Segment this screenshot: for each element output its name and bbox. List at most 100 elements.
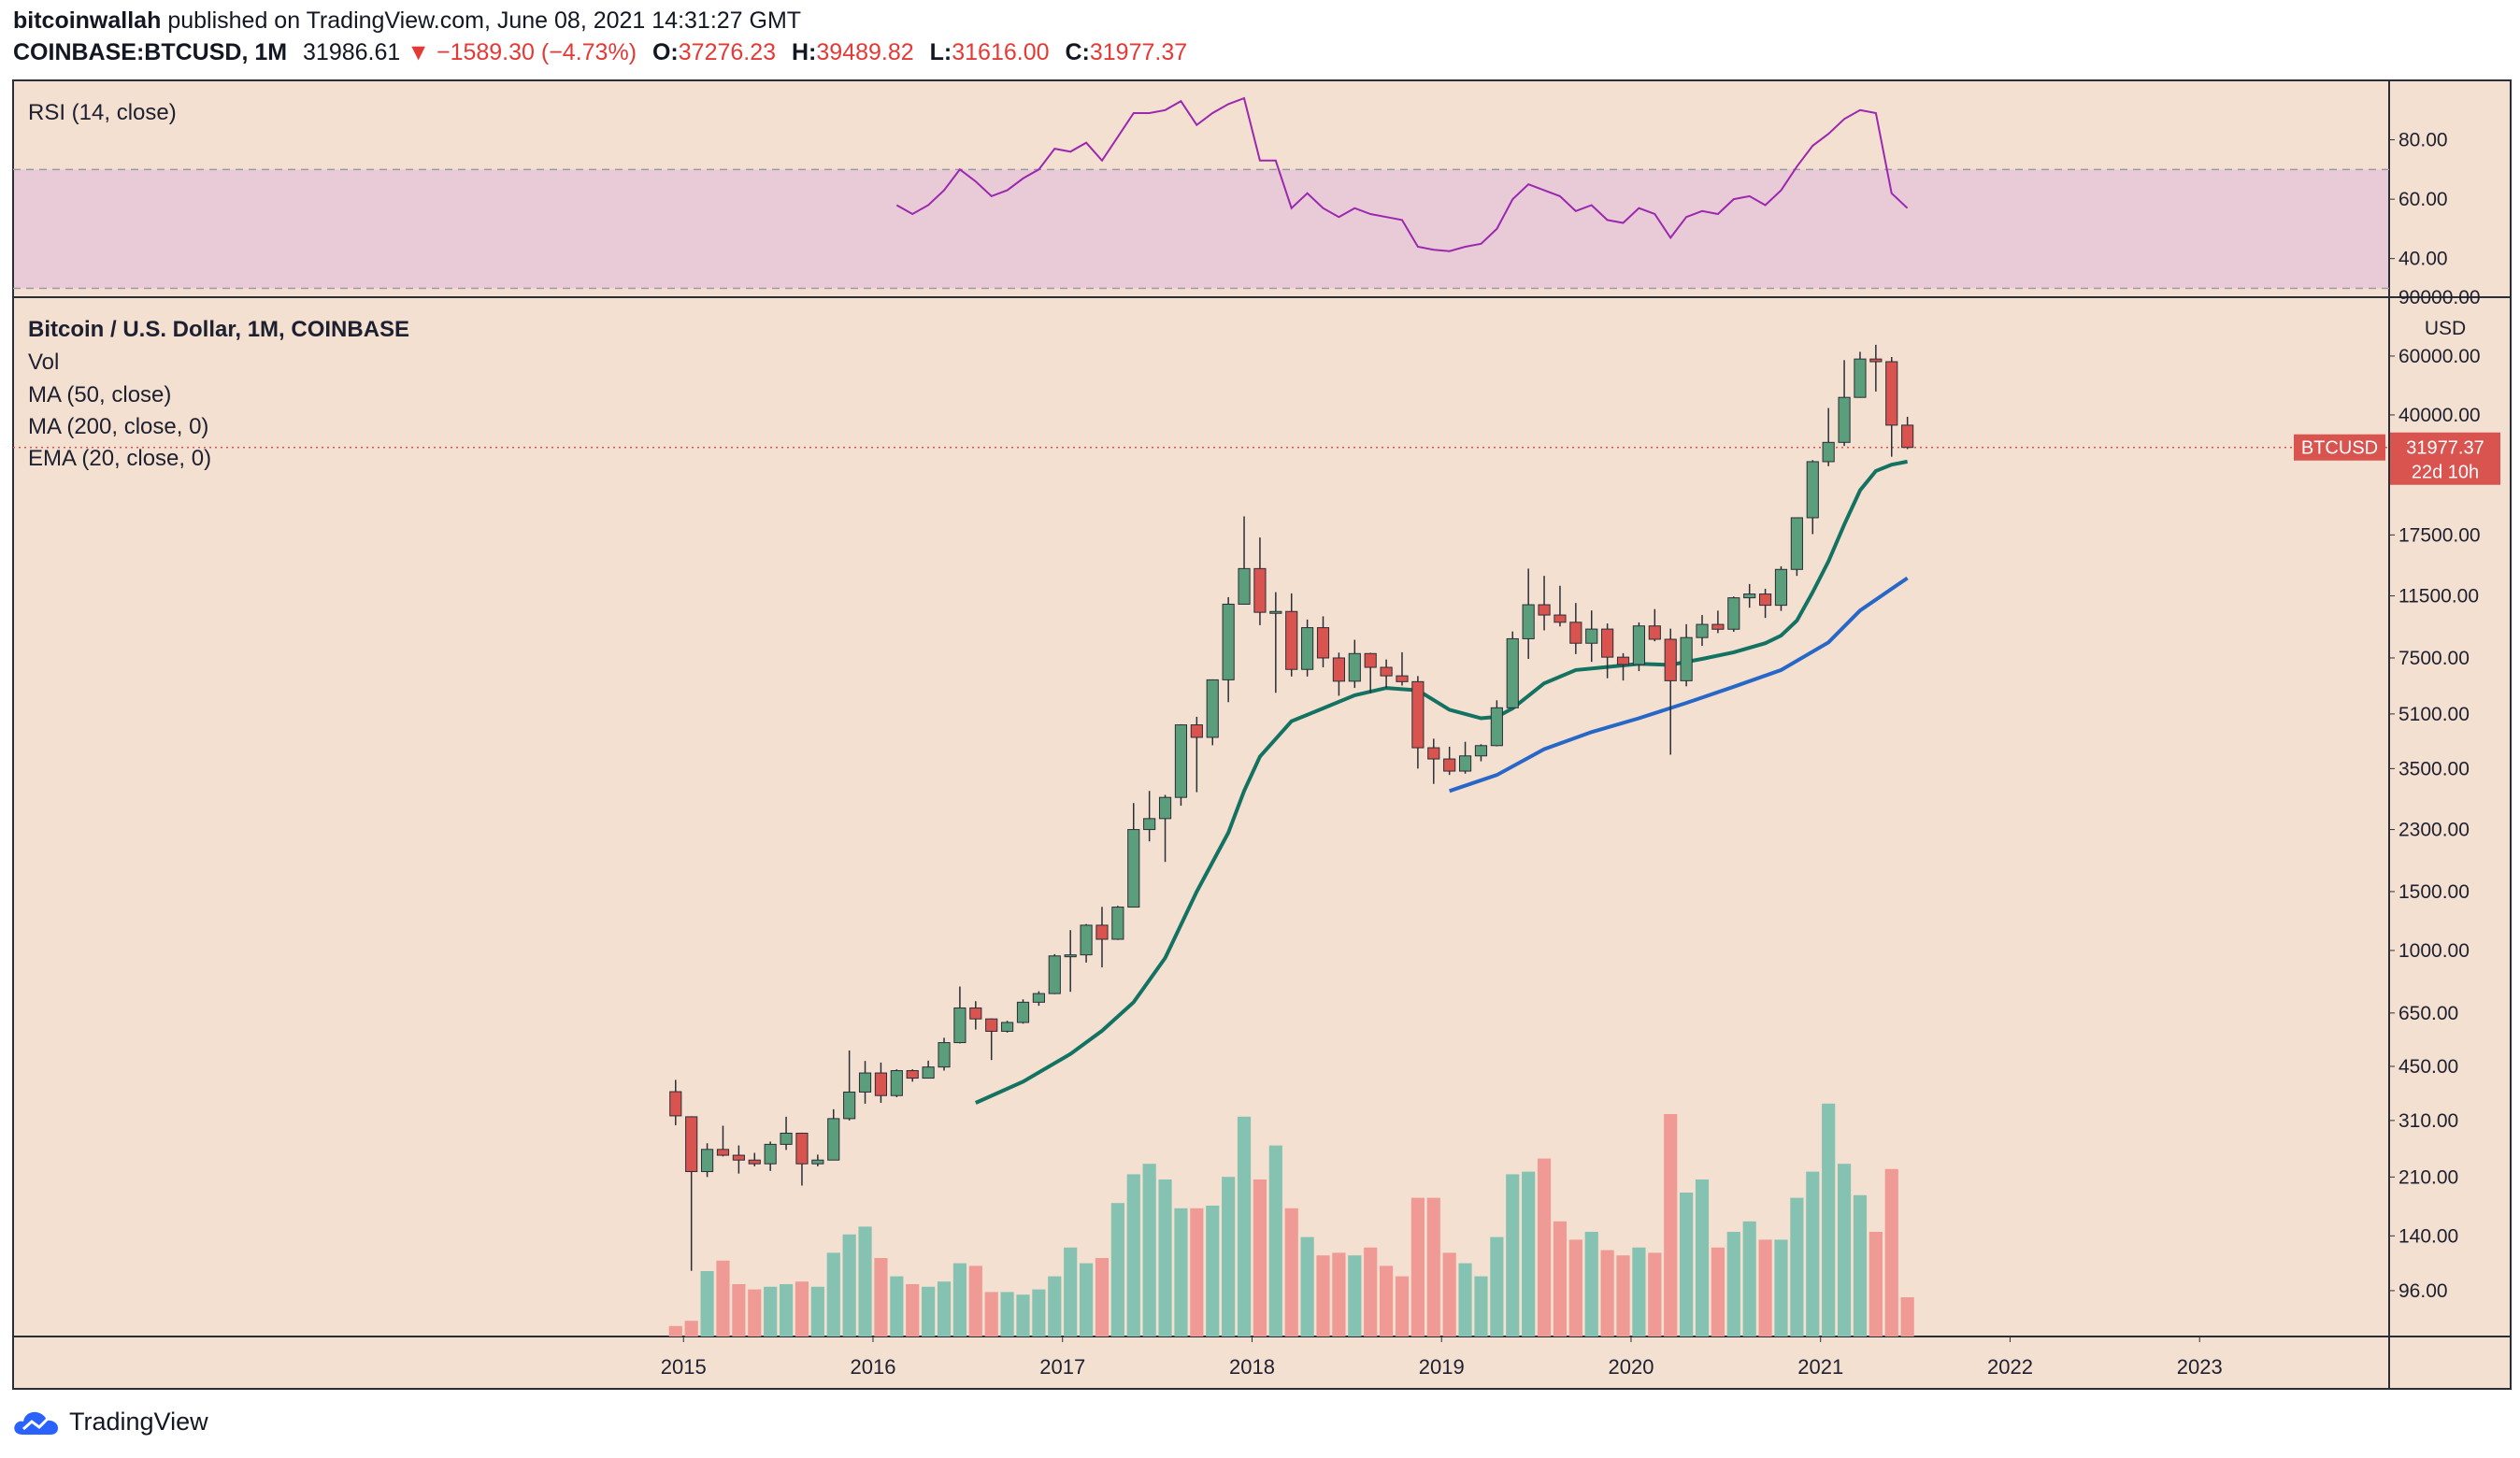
volume-bar: [1048, 1277, 1061, 1336]
volume-bar: [748, 1290, 761, 1336]
chart-title: Bitcoin / U.S. Dollar, 1M, COINBASE: [28, 317, 409, 342]
candle-body: [1507, 638, 1518, 708]
time-tick-label: 2018: [1229, 1355, 1275, 1379]
time-tick-label: 2020: [1608, 1355, 1654, 1379]
candle-body: [1175, 725, 1186, 798]
volume-bar: [1538, 1159, 1551, 1336]
candle-body: [1096, 925, 1108, 939]
price-tick-label: 210.00: [2398, 1166, 2458, 1188]
candle-body: [1302, 628, 1313, 670]
candle-body: [1491, 708, 1502, 745]
price-tick-label: 60000.00: [2398, 346, 2481, 367]
volume-bar: [1411, 1198, 1425, 1336]
volume-bar: [1696, 1179, 1709, 1336]
volume-bar: [1759, 1239, 1772, 1336]
time-tick-label: 2015: [661, 1355, 707, 1379]
volume-bar: [1506, 1174, 1519, 1336]
candle-body: [1033, 993, 1044, 1002]
candle-body: [1459, 756, 1470, 771]
volume-bar: [1190, 1208, 1203, 1336]
currency-label: USD: [2425, 318, 2466, 339]
time-tick-label: 2023: [2177, 1355, 2223, 1379]
candle-body: [1065, 955, 1076, 957]
candle-body: [1649, 626, 1660, 639]
price-tick-label: 3500.00: [2398, 758, 2470, 779]
candle-body: [1333, 658, 1344, 681]
candle-body: [1633, 626, 1644, 665]
candle-body: [1144, 819, 1155, 830]
time-tick-label: 2022: [1987, 1355, 2033, 1379]
candle-body: [1791, 518, 1802, 569]
candle-body: [1886, 362, 1897, 425]
volume-bar: [1790, 1198, 1803, 1336]
volume-bar: [1396, 1277, 1409, 1336]
candle-body: [780, 1133, 792, 1144]
price-tick-label: 450.00: [2398, 1056, 2458, 1078]
candle-body: [1381, 667, 1392, 676]
volume-bar: [1774, 1239, 1787, 1336]
volume-bar: [1458, 1264, 1471, 1336]
candle-body: [1428, 748, 1439, 759]
candle-body: [1002, 1022, 1013, 1031]
candle-body: [1223, 604, 1234, 679]
candle-body: [1254, 568, 1266, 612]
price-tick-label: 11500.00: [2398, 586, 2479, 608]
symbol-tag: BTCUSD: [2301, 438, 2378, 459]
volume-bar: [732, 1284, 745, 1336]
time-tick-label: 2021: [1797, 1355, 1843, 1379]
volume-bar: [843, 1235, 856, 1336]
volume-bar: [1206, 1206, 1219, 1336]
volume-bar: [1348, 1255, 1361, 1336]
candle-body: [1128, 830, 1139, 908]
candle-body: [1081, 925, 1092, 955]
candle-body: [1049, 956, 1060, 993]
price-tick-label: 40000.00: [2398, 405, 2481, 426]
candle-body: [970, 1008, 981, 1019]
volume-bar: [1901, 1297, 1914, 1336]
price-tag-value: 31977.37: [2406, 438, 2484, 459]
candle-body: [717, 1150, 728, 1155]
candle-body: [1523, 605, 1534, 638]
legend-ma50: MA (50, close): [28, 382, 171, 407]
volume-bar: [1569, 1239, 1582, 1336]
volume-bar: [1616, 1255, 1629, 1336]
candle-body: [765, 1144, 776, 1164]
candle-body: [986, 1019, 997, 1031]
candle-body: [1349, 653, 1360, 681]
volume-bar: [1238, 1117, 1251, 1336]
volume-bar: [1158, 1179, 1171, 1336]
candle-body: [844, 1092, 855, 1118]
candle-body: [1112, 908, 1124, 939]
volume-bar: [1854, 1195, 1867, 1336]
candle-body: [733, 1155, 744, 1160]
chart-canvas[interactable]: 80.0060.0040.00 BTCUSD 31977.3722d 10h900…: [0, 0, 2520, 1458]
volume-bar: [1111, 1203, 1124, 1336]
candle-body: [954, 1008, 966, 1042]
candle-body: [1602, 629, 1613, 657]
price-tick-label: 1500.00: [2398, 881, 2470, 903]
tradingview-logo[interactable]: TradingView: [11, 1407, 208, 1437]
volume-bar: [1743, 1222, 1756, 1336]
candle-body: [1207, 679, 1218, 737]
tradingview-cloud-icon: [11, 1407, 62, 1437]
legend-ema20: EMA (20, close, 0): [28, 446, 211, 471]
candle-body: [1539, 605, 1550, 615]
volume-bar: [1822, 1104, 1835, 1336]
candle-body: [1728, 598, 1740, 630]
rsi-band: [14, 169, 2388, 288]
tradingview-brand: TradingView: [69, 1408, 208, 1437]
rsi-pane[interactable]: 80.00 60.00 40.00: [13, 98, 2448, 1336]
candle-body: [1665, 639, 1676, 680]
volume-bar: [858, 1226, 871, 1336]
volume-bar: [1664, 1114, 1677, 1336]
candle-body: [938, 1043, 950, 1067]
volume-bar: [1427, 1198, 1440, 1336]
candle-body: [1760, 594, 1771, 606]
candle-body: [1554, 615, 1566, 622]
volume-bar: [1143, 1164, 1156, 1336]
volume-bar: [1648, 1252, 1661, 1336]
candle-body: [1159, 797, 1170, 819]
candle-body: [1839, 397, 1850, 442]
volume-bar: [890, 1277, 903, 1336]
candle-body: [1712, 624, 1724, 629]
